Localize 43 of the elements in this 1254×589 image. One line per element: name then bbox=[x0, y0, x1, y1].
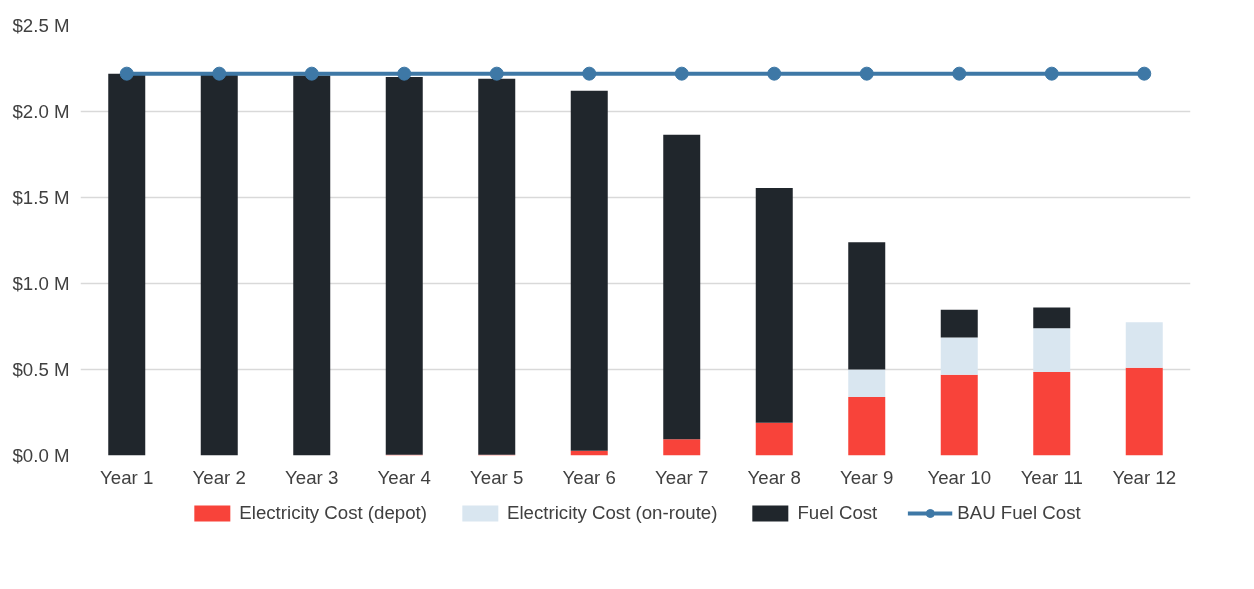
legend-label: Electricity Cost (depot) bbox=[239, 501, 427, 524]
bar bbox=[940, 309, 978, 338]
bar bbox=[755, 188, 793, 423]
legend-label: BAU Fuel Cost bbox=[957, 501, 1081, 524]
x-tick-label: Year 5 bbox=[470, 466, 524, 488]
bar bbox=[200, 73, 238, 456]
bar bbox=[848, 397, 886, 456]
bar bbox=[570, 90, 608, 451]
x-tick-label: Year 11 bbox=[1020, 466, 1083, 488]
x-tick-label: Year 3 bbox=[285, 466, 339, 488]
x-tick-label: Year 2 bbox=[192, 466, 246, 488]
bar bbox=[755, 422, 793, 456]
y-tick-label: $2.0 M bbox=[12, 101, 70, 122]
legend-label: Fuel Cost bbox=[797, 501, 878, 524]
bar bbox=[385, 77, 423, 455]
y-tick-label: $1.0 M bbox=[12, 273, 70, 294]
y-tick-label: $0.5 M bbox=[12, 359, 70, 380]
bar bbox=[1125, 367, 1163, 456]
x-tick-label: Year 9 bbox=[840, 466, 894, 488]
bar bbox=[848, 242, 886, 370]
y-tick-label: $2.5 M bbox=[12, 15, 70, 36]
y-tick-label: $1.5 M bbox=[12, 187, 70, 208]
bar bbox=[940, 337, 978, 375]
x-tick-label: Year 10 bbox=[927, 466, 992, 488]
x-tick-label: Year 6 bbox=[562, 466, 616, 488]
x-tick-label: Year 12 bbox=[1112, 466, 1177, 488]
bar bbox=[293, 75, 331, 456]
bar bbox=[108, 73, 146, 456]
legend-label: Electricity Cost (on-route) bbox=[506, 501, 718, 524]
bar bbox=[1033, 307, 1071, 329]
bar bbox=[663, 134, 701, 440]
bar bbox=[663, 439, 701, 456]
x-tick-label: Year 1 bbox=[100, 466, 154, 488]
y-tick-label: $0.0 M bbox=[12, 445, 70, 466]
bar bbox=[1125, 322, 1163, 368]
bar bbox=[1033, 328, 1071, 373]
x-tick-label: Year 8 bbox=[747, 466, 801, 488]
x-tick-label: Year 4 bbox=[377, 466, 431, 488]
bar bbox=[848, 369, 886, 398]
bar bbox=[478, 78, 516, 455]
x-tick-label: Year 7 bbox=[655, 466, 709, 488]
bar bbox=[1033, 372, 1071, 456]
bar bbox=[940, 374, 978, 456]
